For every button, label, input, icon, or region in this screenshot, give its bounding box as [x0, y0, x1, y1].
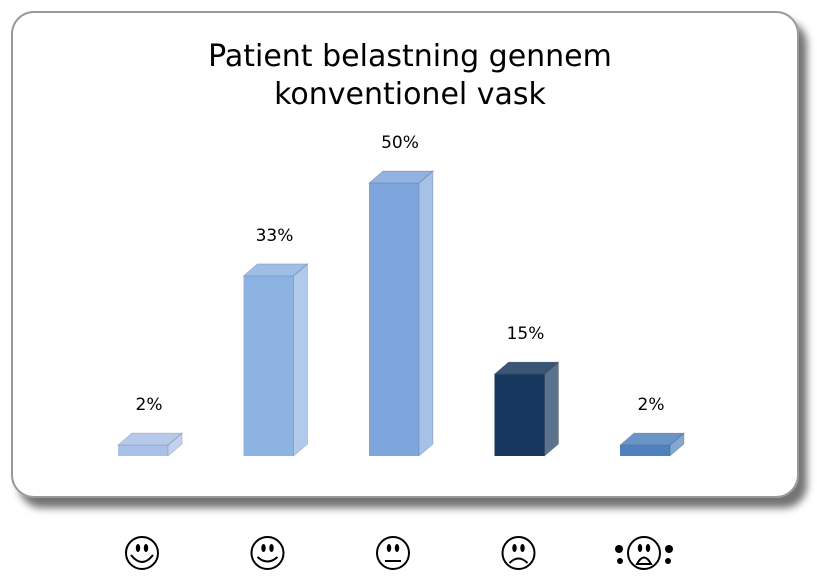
bar-side	[544, 361, 559, 458]
eye	[520, 544, 525, 552]
bar-side	[418, 169, 434, 458]
bar-top	[493, 361, 560, 375]
face-icon	[501, 536, 536, 570]
mouth	[635, 556, 653, 565]
face	[501, 536, 536, 570]
eye	[645, 544, 651, 552]
bar	[618, 431, 686, 458]
bar	[493, 361, 560, 458]
eye	[637, 544, 643, 552]
bar	[242, 262, 309, 458]
eye	[394, 544, 400, 552]
bar-top	[116, 432, 184, 446]
face	[627, 536, 661, 570]
face-icon	[125, 536, 159, 570]
eye	[261, 544, 266, 552]
face-icon	[615, 536, 673, 570]
bar-top	[242, 263, 309, 277]
marks: 2% 33% 50% 15% 2%	[116, 133, 686, 570]
mouth	[130, 554, 154, 563]
bar-front	[243, 275, 294, 456]
tear	[665, 558, 671, 564]
bar-side	[293, 262, 308, 458]
eye	[269, 544, 274, 552]
face-icon	[376, 536, 410, 570]
tear	[617, 558, 623, 564]
bar-front	[118, 445, 168, 456]
data-label: 15%	[507, 324, 545, 344]
face	[125, 536, 159, 570]
eye	[135, 544, 141, 552]
data-label: 50%	[381, 133, 419, 153]
bar	[116, 431, 184, 458]
mouth	[256, 556, 279, 563]
chart-title: Patient belastning gennem konventionel v…	[208, 39, 612, 112]
eye	[386, 544, 392, 552]
bar-front	[494, 374, 545, 456]
face	[376, 536, 410, 570]
eye	[143, 544, 149, 552]
eye	[512, 544, 517, 552]
bar	[367, 169, 435, 458]
bar-top	[367, 170, 435, 184]
face-icon	[250, 536, 285, 570]
tear	[665, 545, 673, 553]
bar-top	[618, 432, 686, 446]
tear	[615, 545, 623, 553]
mouth	[508, 557, 529, 564]
data-label: 33%	[256, 226, 294, 246]
bar-front	[620, 445, 670, 456]
data-label: 2%	[136, 395, 163, 415]
bar-front	[369, 183, 419, 456]
data-label: 2%	[638, 395, 665, 415]
face	[250, 536, 285, 570]
